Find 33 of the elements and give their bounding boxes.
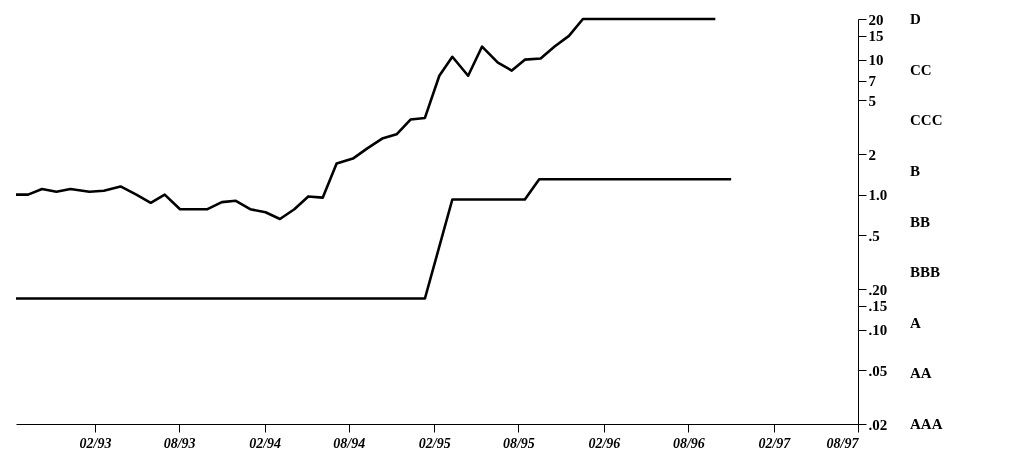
y-tick-label: .15 bbox=[868, 298, 888, 315]
y-tick-label: 2 bbox=[868, 146, 876, 163]
y-tick-label: 10 bbox=[868, 52, 884, 69]
y-tick-label: .05 bbox=[868, 362, 888, 379]
text: AAA bbox=[910, 416, 943, 432]
y-tick-label: 15 bbox=[868, 28, 884, 45]
y-tick-label: 1.0 bbox=[868, 187, 888, 204]
y-tick-label: .10 bbox=[868, 322, 888, 339]
x-tick-label: 02/95 bbox=[418, 435, 451, 451]
x-tick-label: 02/97 bbox=[758, 435, 792, 451]
y-tick-label: .5 bbox=[868, 227, 880, 244]
text: D bbox=[910, 11, 921, 27]
y-tick-label: .20 bbox=[868, 281, 888, 298]
y-tick-label: 5 bbox=[868, 92, 876, 109]
x-tick-label: 08/95 bbox=[502, 435, 535, 451]
text: BBB bbox=[910, 264, 941, 281]
x-tick-label: 08/93 bbox=[163, 435, 196, 451]
x-tick-label: 02/96 bbox=[588, 435, 621, 451]
text: A bbox=[910, 314, 921, 331]
line-series bbox=[14, 17, 717, 221]
text: B bbox=[910, 162, 921, 179]
text: AA bbox=[910, 365, 932, 382]
text: CC bbox=[910, 61, 932, 78]
text: CCC bbox=[910, 112, 943, 129]
x-tick-label: 02/93 bbox=[79, 435, 112, 451]
y-tick-label: .02 bbox=[868, 416, 888, 433]
x-tick-label: 08/97 bbox=[826, 435, 860, 451]
y-tick-label: 20 bbox=[868, 11, 884, 28]
x-tick-label: 02/94 bbox=[249, 435, 282, 451]
text: BB bbox=[910, 213, 931, 230]
y-tick-label: 7 bbox=[868, 73, 877, 90]
x-tick-label: 08/96 bbox=[672, 435, 705, 451]
x-tick-label: 08/94 bbox=[333, 435, 366, 451]
